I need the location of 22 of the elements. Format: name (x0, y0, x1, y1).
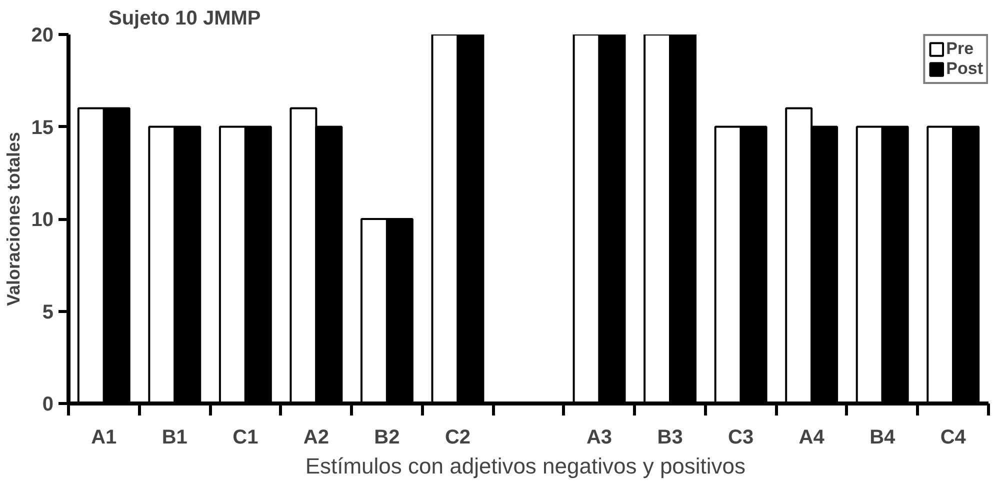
x-tick-label: C4 (940, 426, 967, 448)
y-tick-label: 0 (42, 394, 54, 416)
y-tick-label: 20 (31, 24, 54, 46)
legend-label: Post (946, 59, 983, 79)
x-tick-label: C1 (232, 426, 258, 448)
x-tick-label: B2 (374, 426, 400, 448)
y-tick-label: 10 (31, 209, 54, 231)
x-tick-label: A4 (798, 426, 826, 448)
x-axis-title: Estímulos con adjetivos negativos y positivos (305, 454, 746, 478)
x-tick-label: B1 (162, 426, 188, 448)
x-tick-label: A2 (303, 426, 329, 448)
x-tick-label: C3 (728, 426, 754, 448)
y-tick-label: 15 (31, 116, 54, 139)
legend-label: Pre (946, 39, 974, 59)
y-axis-title: Valoraciones totales (3, 132, 24, 306)
x-tick-label: A3 (586, 426, 612, 448)
y-tick-label: 5 (42, 301, 54, 324)
x-tick-label: B3 (657, 426, 683, 448)
x-tick-label: A1 (91, 426, 117, 448)
x-tick-label: C2 (444, 426, 471, 448)
chart-title: Sujeto 10 JMMP (108, 8, 261, 30)
x-tick-label: B4 (870, 426, 896, 448)
